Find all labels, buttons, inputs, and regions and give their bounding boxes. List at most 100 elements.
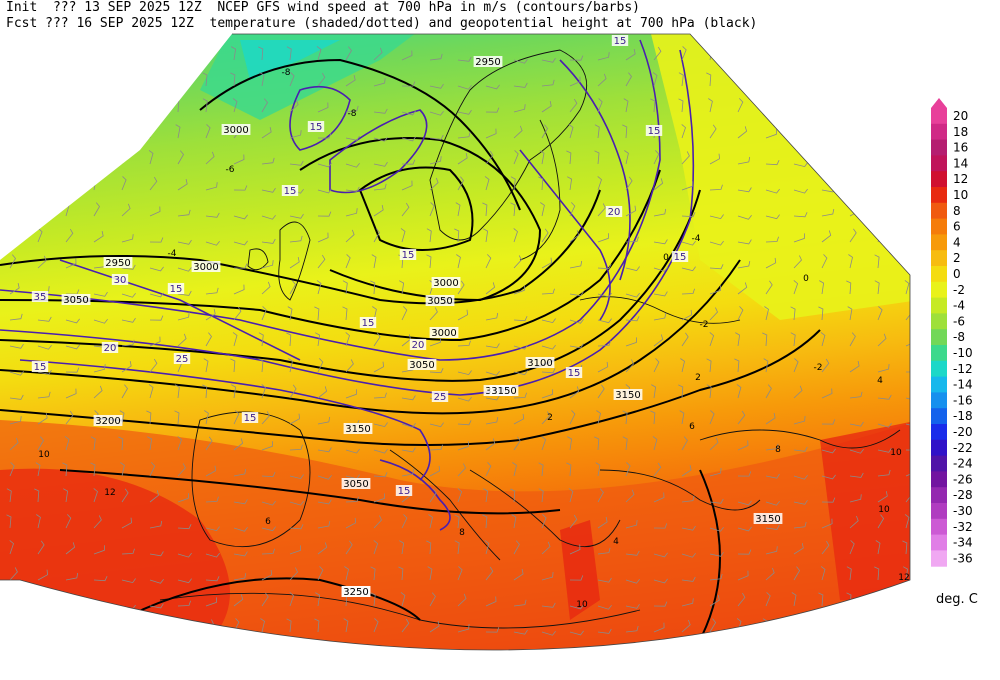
wind-barb	[877, 80, 891, 87]
wind-barb	[457, 176, 464, 191]
wind-barb	[316, 46, 322, 61]
wind-barb	[429, 592, 436, 607]
wind-barb	[485, 128, 497, 139]
wind-barb	[709, 264, 724, 270]
wind-barb	[569, 230, 580, 243]
wind-barb	[345, 389, 357, 399]
wind-barb	[149, 646, 160, 650]
wind-barb	[765, 384, 772, 399]
wind-barb	[149, 336, 161, 347]
wind-barb	[373, 205, 384, 217]
wind-barb	[38, 657, 52, 661]
wind-barb	[790, 306, 796, 321]
wind-barb	[849, 515, 859, 529]
wind-barb	[510, 176, 516, 191]
wind-barb	[65, 603, 80, 609]
wind-barb	[737, 215, 752, 220]
wind-barb	[821, 209, 835, 217]
temperature-label: 2	[547, 413, 553, 423]
wind-barb	[7, 228, 13, 243]
wind-barb	[678, 72, 684, 87]
wind-barb	[485, 282, 496, 295]
wind-barb	[905, 52, 910, 61]
wind-barb	[846, 566, 852, 581]
wind-barb	[457, 280, 465, 295]
wind-barb	[681, 495, 695, 503]
wind-speed-label-bg	[431, 391, 449, 402]
wind-barb	[317, 416, 331, 425]
wind-barb	[485, 627, 500, 633]
wind-barb	[653, 462, 662, 477]
wind-barb	[90, 150, 96, 165]
height-contour-label-bg	[341, 478, 371, 489]
wind-barb	[765, 443, 779, 451]
wind-barb	[737, 126, 748, 139]
wind-barb	[681, 124, 686, 139]
wind-barb	[706, 358, 712, 373]
wind-barb	[846, 280, 852, 295]
wind-barb	[289, 130, 302, 139]
wind-barb	[821, 419, 836, 425]
wind-barb	[289, 213, 304, 219]
wind-barb	[597, 577, 612, 583]
temperature-label: 10	[878, 505, 890, 515]
wind-barb	[400, 228, 406, 243]
wind-barb	[624, 150, 629, 165]
wind-barb	[567, 176, 573, 191]
temperature-label: -4	[168, 249, 177, 259]
wind-barb	[737, 526, 752, 532]
wind-barb	[597, 384, 605, 399]
wind-barb	[793, 188, 808, 194]
wind-barb	[597, 605, 612, 610]
wind-barb	[625, 176, 633, 191]
wind-barb	[625, 49, 636, 61]
wind-barb	[821, 358, 830, 373]
wind-barb	[793, 72, 801, 87]
wind-barb	[121, 339, 135, 347]
wind-barb	[317, 358, 324, 373]
wind-barb	[261, 569, 273, 581]
height-contour-label-bg	[753, 513, 783, 524]
wind-barb	[709, 527, 724, 532]
wind-barb	[541, 602, 556, 608]
height-contour-label-bg	[407, 359, 437, 370]
wind-barb	[149, 551, 164, 557]
wind-barb	[905, 111, 910, 116]
wind-barb	[345, 448, 360, 454]
wind-barb	[513, 316, 528, 322]
wind-barb	[233, 214, 248, 220]
wind-barb	[874, 254, 880, 269]
wind-barb	[316, 644, 322, 650]
wind-barb	[373, 422, 388, 428]
wind-barb	[734, 644, 740, 650]
wind-barb	[680, 358, 685, 373]
wind-barb	[345, 332, 350, 347]
wind-barb	[818, 592, 824, 607]
wind-barb	[485, 107, 500, 113]
wind-speed-label: 20	[104, 343, 117, 354]
wind-barb	[118, 436, 124, 451]
wind-barb	[37, 103, 49, 113]
wind-barb	[232, 332, 238, 347]
wind-barb	[875, 540, 881, 555]
wind-barb	[345, 229, 355, 243]
wind-barb	[289, 72, 295, 87]
wind-barb	[233, 468, 247, 477]
wind-speed-label: 15	[284, 186, 297, 197]
wind-barb	[905, 620, 910, 633]
wind-barb	[289, 444, 303, 451]
wind-barb	[258, 332, 264, 347]
wind-barb	[231, 644, 237, 650]
wind-barb	[149, 603, 164, 609]
wind-barb	[625, 337, 637, 347]
wind-barb	[93, 319, 108, 324]
wind-barb	[9, 394, 24, 400]
wind-barb	[877, 647, 889, 650]
wind-barb	[429, 83, 444, 89]
wind-barb	[681, 288, 695, 295]
wind-barb	[877, 181, 889, 191]
wind-barb	[121, 264, 136, 270]
wind-barb	[149, 176, 158, 191]
wind-barb	[120, 462, 125, 477]
wind-barb	[597, 264, 612, 270]
